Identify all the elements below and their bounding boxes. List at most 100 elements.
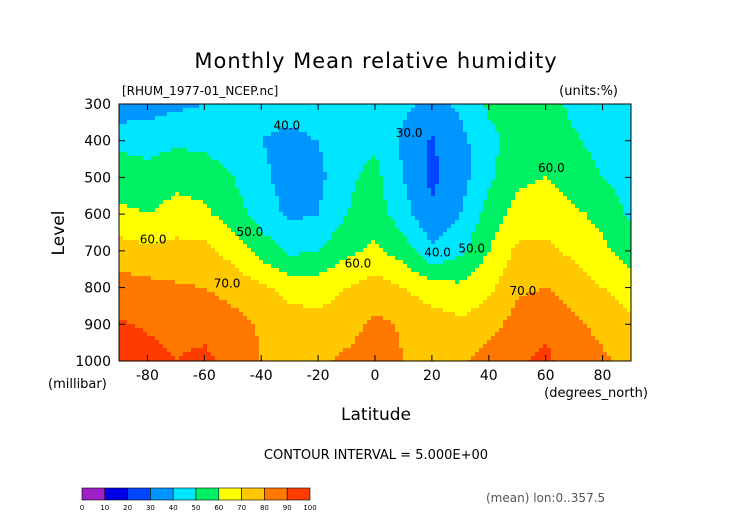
heatmap-cell xyxy=(207,176,212,181)
heatmap-cell xyxy=(203,120,208,125)
heatmap-cell xyxy=(291,280,296,285)
heatmap-cell xyxy=(275,164,280,169)
heatmap-cell xyxy=(343,168,348,173)
heatmap-cell xyxy=(347,236,352,241)
heatmap-cell xyxy=(207,340,212,345)
heatmap-cell xyxy=(139,164,144,169)
heatmap-cell xyxy=(195,228,200,233)
heatmap-cell xyxy=(275,304,280,309)
heatmap-cell xyxy=(299,228,304,233)
heatmap-cell xyxy=(343,248,348,253)
heatmap-cell xyxy=(143,148,148,153)
heatmap-cell xyxy=(311,352,316,357)
heatmap-cell xyxy=(199,304,204,309)
heatmap-cell xyxy=(347,132,352,137)
heatmap-cell xyxy=(267,312,272,317)
heatmap-cell xyxy=(167,280,172,285)
heatmap-cell xyxy=(299,212,304,217)
heatmap-cell xyxy=(415,336,420,341)
heatmap-cell xyxy=(255,328,260,333)
heatmap-cell xyxy=(287,320,292,325)
heatmap-cell xyxy=(199,352,204,357)
heatmap-cell xyxy=(267,252,272,257)
heatmap-cell xyxy=(251,328,256,333)
heatmap-cell xyxy=(415,172,420,177)
heatmap-cell xyxy=(351,296,356,301)
heatmap-cell xyxy=(395,196,400,201)
heatmap-cell xyxy=(171,348,176,353)
heatmap-cell xyxy=(123,328,128,333)
heatmap-cell xyxy=(411,276,416,281)
heatmap-cell xyxy=(231,248,236,253)
heatmap-cell xyxy=(131,328,136,333)
heatmap-cell xyxy=(207,316,212,321)
heatmap-cell xyxy=(311,276,316,281)
heatmap-cell xyxy=(279,108,284,113)
heatmap-cell xyxy=(379,268,384,273)
heatmap-cell xyxy=(139,228,144,233)
heatmap-cell xyxy=(375,272,380,277)
heatmap-cell xyxy=(295,136,300,141)
heatmap-cell xyxy=(123,108,128,113)
heatmap-cell xyxy=(343,228,348,233)
heatmap-cell xyxy=(287,192,292,197)
heatmap-cell xyxy=(279,352,284,357)
heatmap-cell xyxy=(339,152,344,157)
heatmap-cell xyxy=(371,308,376,313)
heatmap-cell xyxy=(411,340,416,345)
heatmap-cell xyxy=(283,140,288,145)
heatmap-cell xyxy=(295,160,300,165)
heatmap-cell xyxy=(199,224,204,229)
heatmap-cell xyxy=(311,172,316,177)
heatmap-cell xyxy=(311,128,316,133)
heatmap-cell xyxy=(327,172,332,177)
heatmap-cell xyxy=(351,292,356,297)
heatmap-cell xyxy=(215,188,220,193)
heatmap-cell xyxy=(219,108,224,113)
heatmap-cell xyxy=(379,280,384,285)
heatmap-cell xyxy=(383,212,388,217)
heatmap-cell xyxy=(199,260,204,265)
heatmap-cell xyxy=(227,136,232,141)
heatmap-cell xyxy=(331,180,336,185)
heatmap-cell xyxy=(243,148,248,153)
heatmap-cell xyxy=(335,244,340,249)
heatmap-cell xyxy=(179,348,184,353)
heatmap-cell xyxy=(203,188,208,193)
heatmap-cell xyxy=(363,152,368,157)
heatmap-cell xyxy=(195,268,200,273)
heatmap-cell xyxy=(255,320,260,325)
heatmap-cell xyxy=(331,296,336,301)
heatmap-cell xyxy=(375,328,380,333)
heatmap-cell xyxy=(335,172,340,177)
heatmap-cell xyxy=(419,244,424,249)
heatmap-cell xyxy=(307,356,312,361)
heatmap-cell xyxy=(211,252,216,257)
heatmap-cell xyxy=(235,276,240,281)
heatmap-cell xyxy=(131,168,136,173)
heatmap-cell xyxy=(359,248,364,253)
heatmap-cell xyxy=(299,276,304,281)
heatmap-cell xyxy=(231,284,236,289)
heatmap-cell xyxy=(155,320,160,325)
heatmap-cell xyxy=(395,176,400,181)
heatmap-cell xyxy=(235,148,240,153)
heatmap-cell xyxy=(191,208,196,213)
heatmap-cell xyxy=(139,140,144,145)
heatmap-cell xyxy=(283,336,288,341)
heatmap-cell xyxy=(375,200,380,205)
heatmap-cell xyxy=(375,268,380,273)
heatmap-cell xyxy=(171,272,176,277)
heatmap-cell xyxy=(371,260,376,265)
heatmap-cell xyxy=(235,284,240,289)
heatmap-cell xyxy=(399,172,404,177)
heatmap-cell xyxy=(323,148,328,153)
heatmap-cell xyxy=(311,316,316,321)
heatmap-cell xyxy=(147,312,152,317)
heatmap-cell xyxy=(379,272,384,277)
heatmap-cell xyxy=(179,168,184,173)
heatmap-cell xyxy=(175,320,180,325)
heatmap-cell xyxy=(347,272,352,277)
heatmap-cell xyxy=(283,136,288,141)
heatmap-cell xyxy=(247,112,252,117)
